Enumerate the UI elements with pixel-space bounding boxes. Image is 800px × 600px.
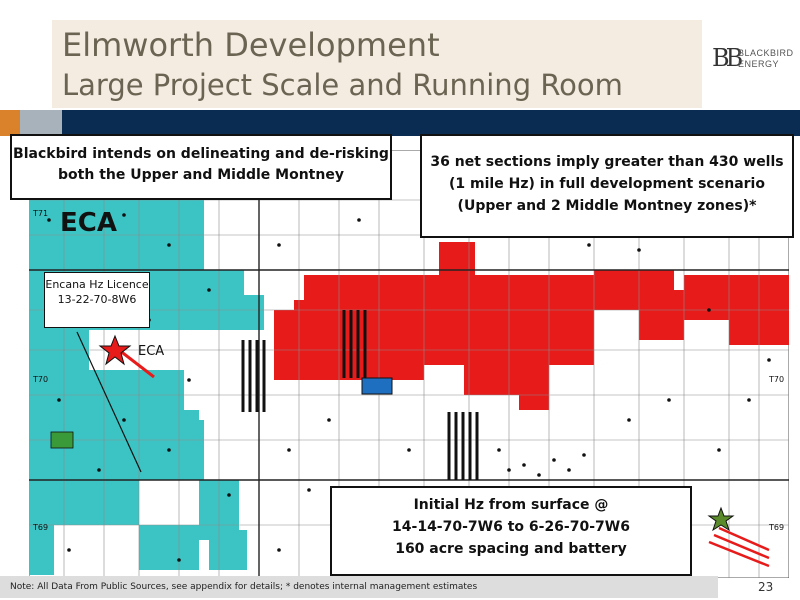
township-label-t70-right: T70 [768, 375, 784, 384]
logo-text-line2: ENERGY [738, 59, 780, 69]
callout-delineation: Blackbird intends on delineating and de-… [10, 134, 392, 200]
callout-initial-hz: Initial Hz from surface @ 14-14-70-7W6 t… [330, 486, 692, 576]
callout-encana-text: Encana Hz Licence 13-22-70-8W6 [45, 278, 149, 306]
eca-label-large: ECA [60, 208, 117, 238]
se-hz-lines [708, 526, 770, 568]
green-license-marker [50, 431, 74, 449]
callout-delineation-text: Blackbird intends on delineating and de-… [13, 146, 389, 183]
hz-well-bundle-left [241, 340, 266, 412]
footnote: Note: All Data From Public Sources, see … [0, 576, 718, 598]
township-label-t70-left: T70 [32, 375, 48, 384]
accent-bar-gray [20, 110, 62, 136]
township-label-t69-right: T69 [768, 523, 784, 532]
slide-title: Elmworth Development [62, 26, 440, 64]
hz-well-bundle-lower [447, 412, 479, 480]
well-markers [47, 213, 771, 562]
blackbird-logo: BB BLACKBIRD ENERGY [712, 42, 794, 78]
callout-initial-hz-line1: Initial Hz from surface @ [413, 497, 609, 513]
encana-star-icon [98, 334, 132, 366]
logo-text: BLACKBIRD ENERGY [738, 48, 794, 70]
callout-net-sections: 36 net sections imply greater than 430 w… [420, 134, 794, 238]
encana-pointer-line [76, 331, 142, 473]
logo-text-line1: BLACKBIRD [738, 48, 794, 58]
accent-bar-navy [62, 110, 800, 136]
eca-label-small: ECA [138, 344, 165, 359]
township-label-t71: T71 [32, 209, 48, 218]
page-number: 23 [758, 580, 774, 594]
accent-bar-orange [0, 110, 20, 136]
callout-initial-hz-line2: 14-14-70-7W6 to 6-26-70-7W6 [392, 519, 630, 535]
township-lines [29, 150, 789, 578]
callout-initial-hz-line3: 160 acre spacing and battery [395, 541, 627, 557]
slide-subtitle: Large Project Scale and Running Room [62, 68, 623, 102]
title-box: Elmworth Development Large Project Scale… [52, 20, 702, 108]
encana-hz-line [118, 348, 155, 379]
township-label-t69-left: T69 [32, 523, 48, 532]
hz-well-bundle-center [342, 310, 367, 378]
callout-net-sections-text: 36 net sections imply greater than 430 w… [430, 154, 784, 214]
callout-encana-licence: Encana Hz Licence 13-22-70-8W6 [44, 272, 150, 328]
surface-pad [361, 377, 393, 395]
logo-mark: BB [712, 44, 743, 72]
se-star-icon [707, 506, 735, 532]
